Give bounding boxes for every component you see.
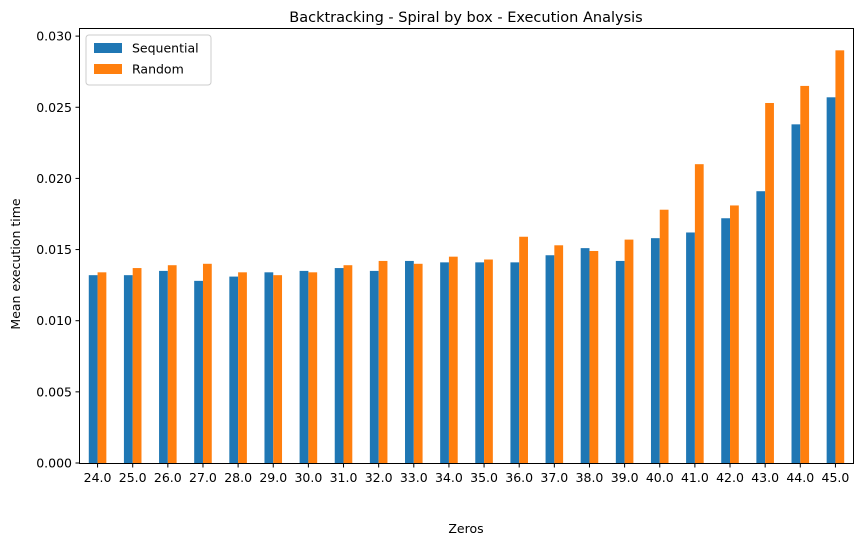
- x-tick-label: 28.0: [224, 470, 252, 485]
- legend: Sequential Random: [85, 34, 212, 86]
- bar-random-29.0: [273, 275, 283, 463]
- x-tick-label: 43.0: [751, 470, 779, 485]
- bar-sequential-25.0: [123, 275, 133, 463]
- legend-swatch-random: [94, 64, 122, 74]
- x-tick-label: 41.0: [681, 470, 709, 485]
- bar-random-42.0: [730, 205, 739, 463]
- bar-random-38.0: [589, 250, 599, 463]
- bar-random-30.0: [308, 272, 318, 463]
- x-tick-label: 26.0: [154, 470, 182, 485]
- x-tick-label: 39.0: [611, 470, 639, 485]
- x-tick-label: 34.0: [435, 470, 463, 485]
- bar-sequential-28.0: [229, 276, 239, 463]
- bar-random-33.0: [413, 263, 423, 463]
- y-tick-label: 0.005: [36, 384, 72, 399]
- y-tick-label: 0.030: [36, 29, 72, 44]
- x-tick-label: 42.0: [716, 470, 744, 485]
- bar-sequential-44.0: [791, 124, 801, 463]
- chart-title: Backtracking - Spiral by box - Execution…: [289, 10, 642, 26]
- bar-sequential-27.0: [194, 280, 203, 463]
- bar-sequential-31.0: [334, 268, 344, 463]
- bar-random-37.0: [554, 245, 564, 463]
- x-tick-label: 36.0: [505, 470, 533, 485]
- bar-random-36.0: [519, 236, 528, 463]
- bar-random-31.0: [343, 265, 353, 463]
- plot-frame: [79, 28, 854, 464]
- y-axis-label: Mean execution time: [8, 198, 23, 329]
- bar-sequential-30.0: [299, 270, 309, 463]
- bar-sequential-42.0: [721, 218, 731, 463]
- bar-sequential-32.0: [369, 270, 379, 463]
- y-tick-label: 0.000: [36, 456, 72, 471]
- bar-random-43.0: [765, 102, 774, 464]
- x-tick-label: 45.0: [822, 470, 850, 485]
- x-tick-label: 25.0: [119, 470, 147, 485]
- legend-label-random: Random: [132, 62, 184, 77]
- bar-sequential-26.0: [159, 270, 168, 463]
- bar-random-40.0: [659, 209, 669, 463]
- legend-label-sequential: Sequential: [132, 41, 199, 56]
- bar-random-41.0: [694, 164, 704, 463]
- x-tick-label: 32.0: [365, 470, 393, 485]
- y-tick-label: 0.010: [36, 313, 72, 328]
- x-axis: 24.0 25.0 26.0 27.0 28.0 29.0 30.0 31.0 32.0 33.0…: [84, 463, 850, 485]
- y-tick-label: 0.025: [36, 100, 72, 115]
- x-tick-label: 37.0: [540, 470, 568, 485]
- bar-random-26.0: [167, 265, 177, 463]
- bar-random-32.0: [378, 260, 388, 463]
- bar-sequential-38.0: [580, 248, 590, 463]
- bar-random-24.0: [97, 272, 107, 463]
- y-axis: 0.000 0.005 0.010 0.015 0.020 0.025 0.030: [36, 29, 80, 471]
- x-tick-label: 31.0: [330, 470, 358, 485]
- bar-sequential-45.0: [826, 97, 836, 464]
- bar-random-28.0: [238, 272, 247, 463]
- x-tick-label: 35.0: [470, 470, 498, 485]
- bar-sequential-36.0: [510, 262, 520, 463]
- bar-sequential-37.0: [545, 255, 555, 463]
- bar-sequential-29.0: [264, 272, 274, 463]
- bar-random-25.0: [132, 268, 142, 463]
- x-tick-label: 38.0: [576, 470, 604, 485]
- x-tick-label: 30.0: [294, 470, 322, 485]
- bar-sequential-34.0: [440, 262, 449, 463]
- bar-sequential-35.0: [475, 262, 485, 463]
- bars-group: [88, 50, 845, 464]
- bar-random-35.0: [484, 259, 493, 463]
- x-tick-label: 44.0: [786, 470, 814, 485]
- bar-sequential-40.0: [650, 238, 660, 463]
- y-tick-label: 0.020: [36, 171, 72, 186]
- bar-sequential-24.0: [88, 275, 98, 463]
- legend-swatch-sequential: [94, 43, 122, 53]
- bar-sequential-41.0: [686, 232, 695, 463]
- x-tick-label: 24.0: [84, 470, 112, 485]
- x-tick-label: 33.0: [400, 470, 428, 485]
- bar-random-39.0: [624, 239, 634, 463]
- x-tick-label: 27.0: [189, 470, 217, 485]
- y-tick-label: 0.015: [36, 242, 72, 257]
- bar-random-45.0: [835, 50, 845, 464]
- bar-sequential-43.0: [756, 191, 766, 463]
- bar-sequential-33.0: [405, 260, 414, 463]
- bar-random-27.0: [202, 263, 212, 463]
- bar-random-44.0: [800, 85, 810, 464]
- bar-random-34.0: [448, 256, 458, 463]
- bar-sequential-39.0: [615, 260, 625, 463]
- x-tick-label: 40.0: [646, 470, 674, 485]
- x-tick-label: 29.0: [259, 470, 287, 485]
- x-axis-label: Zeros: [448, 521, 483, 536]
